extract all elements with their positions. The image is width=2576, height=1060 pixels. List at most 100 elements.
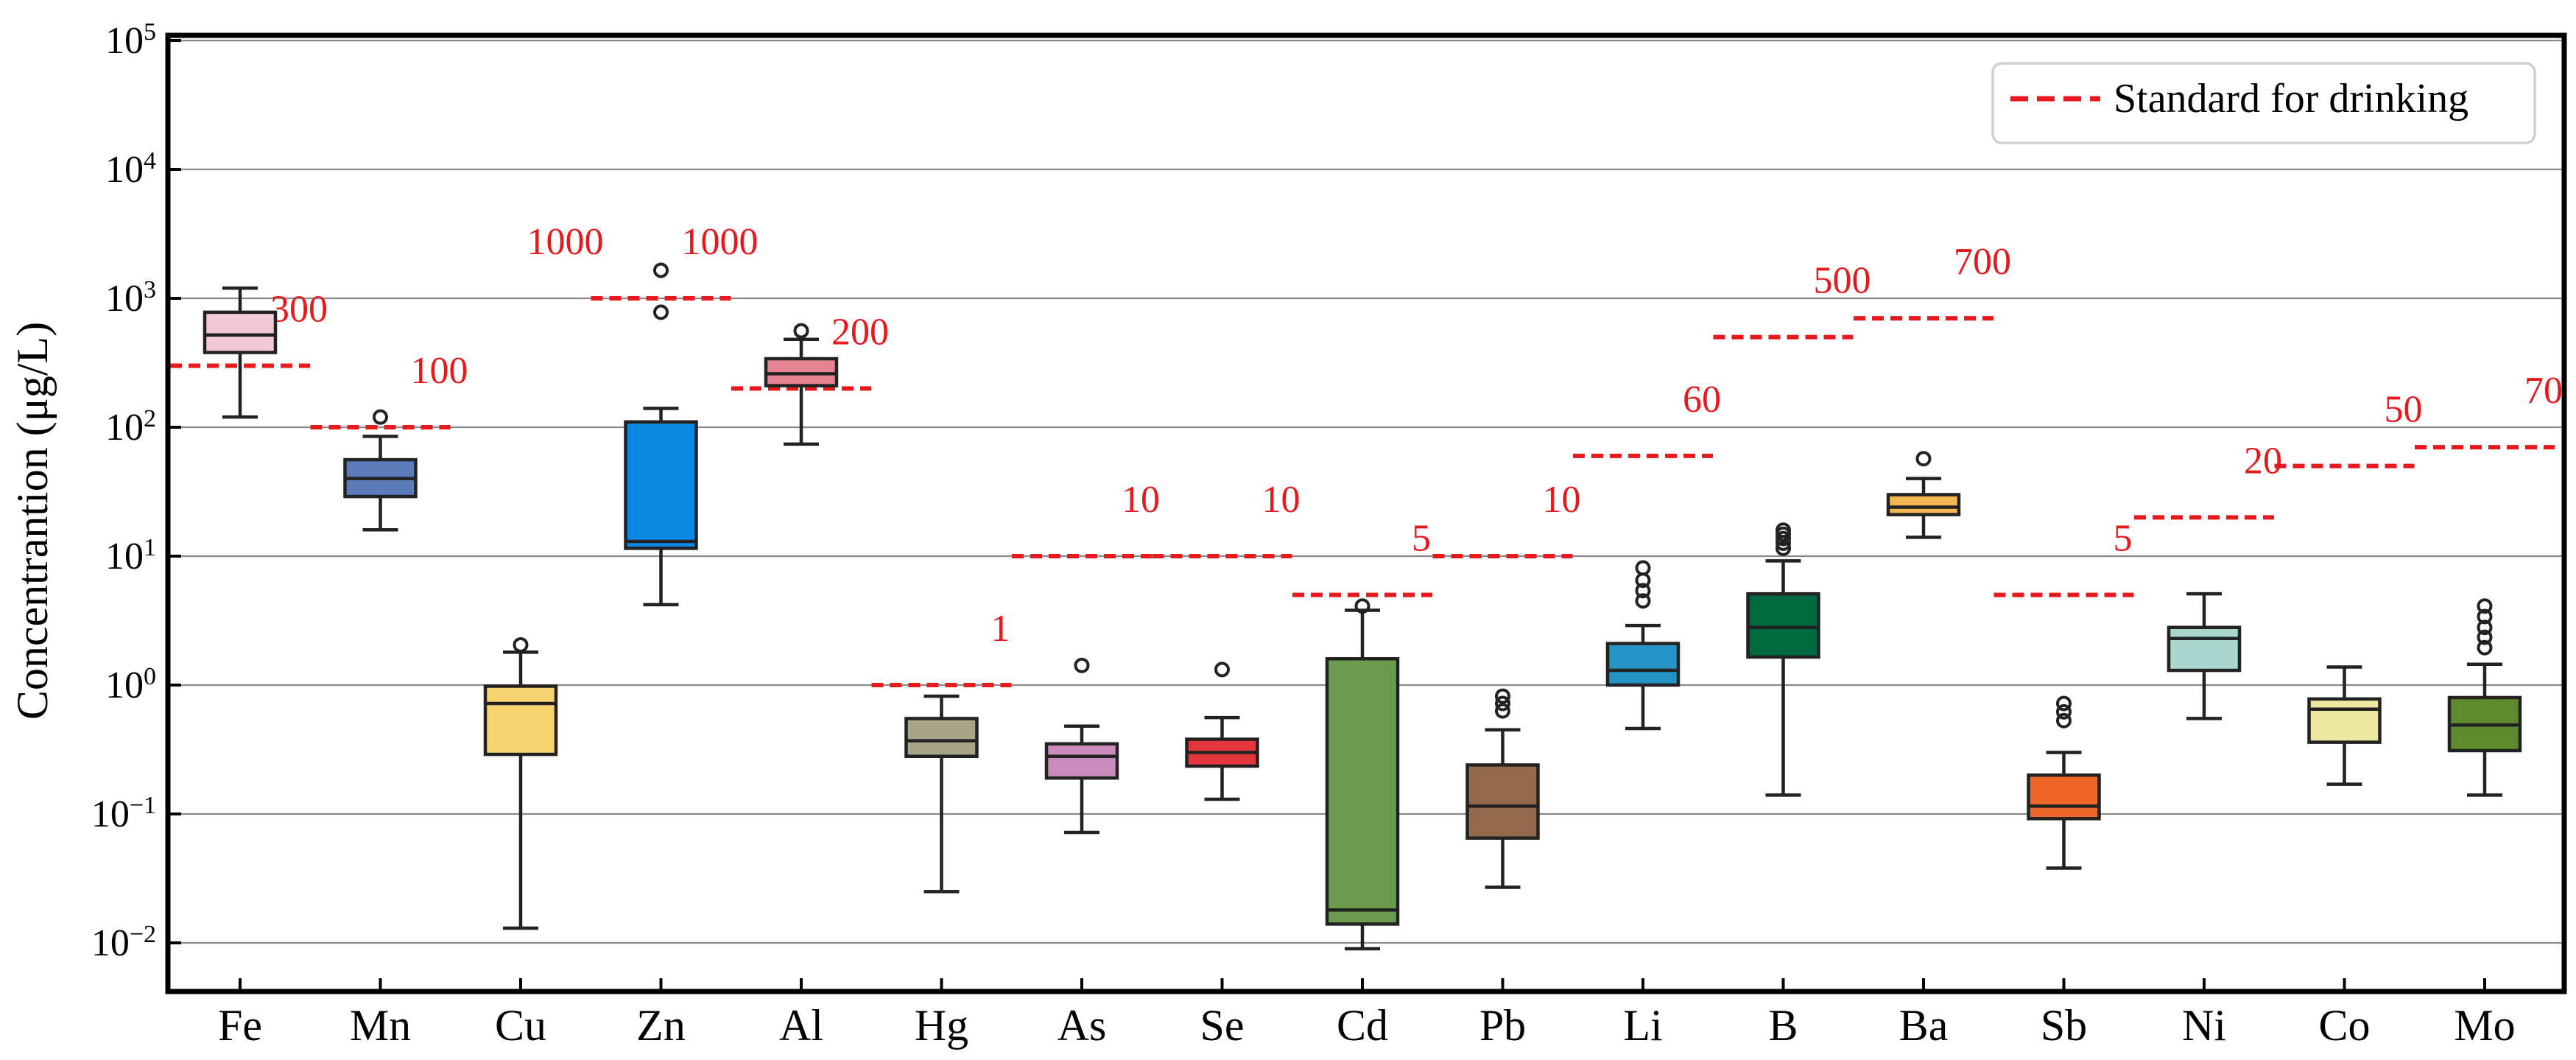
box-iqr: [904, 717, 979, 758]
y-axis: 10−2 10−1 100 101 102 103 104 105 Concentrantion…: [8, 18, 181, 965]
box-Cd: [1325, 598, 1400, 951]
box-Ba: [1886, 451, 1961, 539]
boxes: [203, 262, 2522, 951]
standard-label-Al: 200: [831, 311, 889, 353]
x-tick-label-Fe: Fe: [218, 1001, 262, 1050]
x-tick-label-Mn: Mn: [350, 1001, 411, 1050]
box-iqr: [203, 310, 278, 354]
outlier-point: [1776, 522, 1791, 538]
x-tick-label-Mo: Mo: [2454, 1001, 2515, 1050]
outlier-point: [2477, 598, 2493, 614]
outlier-point: [2056, 703, 2072, 720]
legend-label: Standard for drinking: [2114, 76, 2468, 122]
outlier-point: [1915, 451, 1932, 467]
y-tick-label: 101: [105, 534, 156, 578]
outlier-point: [2477, 608, 2493, 625]
outlier-point: [793, 323, 809, 339]
standard-label-Ba: 700: [1954, 241, 2011, 283]
outlier-point: [1635, 560, 1651, 576]
box-iqr: [624, 420, 698, 550]
box-iqr: [2027, 773, 2101, 821]
box-Cu: [483, 636, 558, 930]
outlier-point: [373, 409, 388, 425]
x-tick-label-Li: Li: [1623, 1001, 1662, 1050]
standard-label-B: 500: [1814, 260, 1871, 302]
box-iqr: [1044, 742, 1119, 780]
standard-label-Li: 60: [1683, 379, 1721, 421]
y-tick-label: 100: [105, 663, 156, 707]
outlier-point: [2477, 629, 2493, 645]
y-tick-label: 105: [105, 18, 156, 63]
box-iqr: [1746, 592, 1820, 659]
box-iqr: [2307, 697, 2382, 744]
box-Pb: [1465, 688, 1540, 889]
box-Mn: [343, 409, 418, 532]
x-tick-label-B: B: [1768, 1001, 1798, 1050]
box-Sb: [2027, 695, 2101, 870]
box-iqr: [1325, 657, 1400, 926]
y-tick-label: 10−2: [91, 921, 156, 965]
x-tick-label-Cd: Cd: [1337, 1001, 1388, 1050]
x-tick-label-Ni: Ni: [2182, 1001, 2226, 1050]
outlier-point: [1495, 695, 1510, 712]
outlier-point: [2477, 619, 2493, 636]
x-tick-label-Sb: Sb: [2041, 1001, 2087, 1050]
box-iqr: [1886, 493, 1961, 516]
standard-label-Mn: 100: [411, 350, 468, 392]
box-Li: [1605, 560, 1681, 731]
standard-label-Zn: 1000: [682, 221, 759, 263]
y-tick-label: 10−1: [91, 792, 156, 836]
box-Co: [2307, 665, 2382, 786]
plot-frame: [165, 32, 2567, 994]
outlier-point: [2477, 639, 2493, 656]
outlier-point: [2056, 695, 2072, 712]
standard-label-Fe: 300: [270, 289, 328, 331]
outlier-point: [653, 262, 669, 278]
standard-label-As: 10: [1122, 479, 1160, 521]
standard-lines: [170, 296, 2555, 687]
box-B: [1746, 522, 1820, 797]
x-tick-label-As: As: [1058, 1001, 1107, 1050]
y-axis-label: Concentrantion (μg/L): [8, 322, 57, 720]
outlier-point: [1776, 540, 1791, 556]
outlier-point: [1074, 657, 1090, 673]
box-Fe: [203, 286, 278, 419]
box-Se: [1185, 661, 1259, 801]
box-iqr: [483, 684, 558, 757]
outlier-point: [1354, 598, 1370, 614]
legend: Standard for drinking: [1991, 62, 2536, 144]
outlier-point: [513, 636, 529, 653]
outlier-point: [653, 304, 669, 320]
x-tick-label-Zn: Zn: [636, 1001, 686, 1050]
standard-label-Hg: 1: [991, 608, 1010, 650]
outlier-point: [1495, 688, 1510, 704]
standard-label-Pb: 10: [1543, 479, 1581, 521]
x-tick-label-Ba: Ba: [1899, 1001, 1949, 1050]
x-tick-label-Hg: Hg: [915, 1001, 968, 1050]
x-tick-label-Pb: Pb: [1479, 1001, 1526, 1050]
box-Hg: [904, 694, 979, 894]
y-tick-label: 102: [105, 405, 156, 449]
outlier-point: [1635, 583, 1651, 599]
x-tick-label-Co: Co: [2318, 1001, 2370, 1050]
standard-label-Se: 10: [1262, 479, 1301, 521]
box-iqr: [1465, 763, 1540, 840]
box-Mo: [2447, 598, 2522, 797]
standard-label-Cd: 5: [1412, 518, 1431, 560]
box-Ni: [2167, 592, 2242, 720]
box-Zn: [624, 262, 698, 607]
standard-label-Co: 50: [2385, 389, 2423, 431]
y-tick-label: 104: [105, 147, 156, 192]
box-iqr: [2167, 625, 2242, 673]
y-tick-label: 103: [105, 276, 156, 320]
standard-label-Sb: 5: [2114, 518, 2133, 560]
outlier-point: [2056, 712, 2072, 729]
standard-labels: 300 100 1000 200 1 10 10 5 10 60 500 700 5 20 50 70 1000: [270, 221, 2563, 650]
legend-box: [1991, 62, 2536, 144]
x-tick-label-Cu: Cu: [495, 1001, 546, 1050]
x-tick-label-Al: Al: [779, 1001, 823, 1050]
box-iqr: [1605, 642, 1681, 687]
outlier-point: [1214, 661, 1230, 678]
